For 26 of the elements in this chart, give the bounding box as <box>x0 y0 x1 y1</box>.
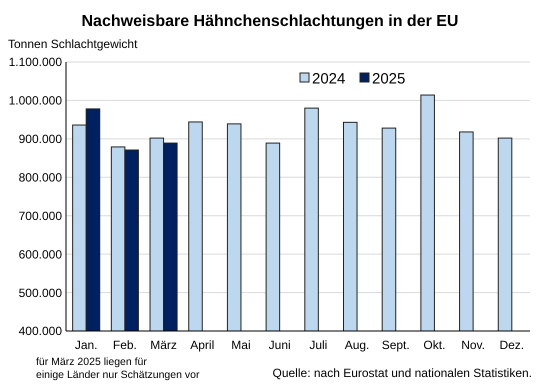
y-tick-label: 500.000 <box>18 286 62 300</box>
x-tick-label: Jan. <box>74 338 98 352</box>
y-tick-label: 700.000 <box>18 208 62 223</box>
x-tick-label: Mai <box>231 338 251 352</box>
x-tick-label: April <box>190 338 214 352</box>
y-tick-label: 900.000 <box>18 132 62 146</box>
x-tick-label: Aug. <box>344 338 370 352</box>
text: für März 2025 liegen für einige Länder nur Schätzungen vor <box>36 356 200 381</box>
y-axis-title: Tonnen Schlachtgewicht <box>8 37 138 51</box>
x-tick-label: Okt. <box>423 338 446 352</box>
legend-label: 2024 <box>312 70 346 88</box>
x-tick-label: Juli <box>309 338 328 352</box>
x-tick-label: März <box>150 338 177 352</box>
source-note: Quelle: nach Eurostat und nationalen Statistiken. <box>272 366 532 380</box>
x-tick-label: Dez. <box>499 338 524 352</box>
y-tick-label: 400.000 <box>18 324 62 338</box>
y-tick-label: 800.000 <box>18 170 62 184</box>
x-tick-label: Sept. <box>382 338 410 352</box>
y-tick-label: 1.100.000 <box>8 55 62 70</box>
legend-label: 2025 <box>372 70 406 88</box>
x-tick-label: Feb. <box>112 338 137 352</box>
y-tick-label: 1.000.000 <box>8 94 62 108</box>
y-tick-label: 600.000 <box>18 247 62 262</box>
chart-title: Nachweisbare Hähnchenschlachtungen in der EU <box>82 13 458 30</box>
x-tick-label: Nov. <box>461 338 486 352</box>
x-tick-label: Juni <box>268 338 291 352</box>
